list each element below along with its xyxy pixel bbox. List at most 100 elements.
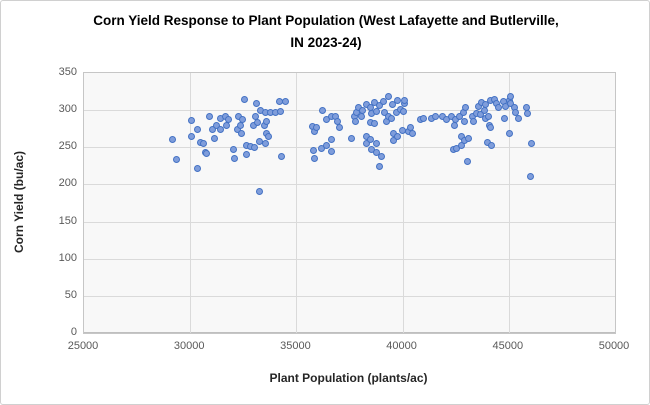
- data-point: [169, 135, 177, 143]
- data-point: [241, 96, 249, 104]
- data-point: [399, 108, 407, 116]
- data-point: [367, 136, 375, 144]
- y-tick-label: 0: [70, 326, 77, 338]
- data-point: [379, 97, 387, 105]
- data-point: [362, 132, 370, 140]
- data-point: [507, 93, 515, 101]
- data-point: [465, 134, 473, 142]
- data-point: [236, 121, 244, 129]
- x-tick-label: 50000: [598, 340, 630, 352]
- data-point: [487, 124, 495, 132]
- data-point: [409, 130, 417, 138]
- data-point: [389, 129, 397, 137]
- y-tick-label: 100: [58, 251, 77, 264]
- data-point: [193, 164, 201, 172]
- data-point: [451, 122, 459, 130]
- data-point: [319, 106, 327, 114]
- data-point: [527, 172, 535, 180]
- y-tick-label: 250: [58, 140, 77, 153]
- x-tick-label: 45000: [492, 340, 524, 352]
- data-point: [323, 142, 331, 150]
- x-tick-label: 35000: [280, 340, 311, 352]
- data-point: [371, 120, 379, 127]
- data-point: [514, 114, 522, 122]
- x-axis-title: Plant Population (plants/ac): [269, 371, 428, 385]
- data-point: [187, 132, 195, 140]
- data-point: [462, 104, 470, 112]
- data-point: [506, 130, 514, 138]
- data-point: [328, 135, 336, 143]
- data-point: [238, 130, 246, 138]
- data-point: [389, 101, 397, 109]
- x-tick-label: 30000: [173, 340, 205, 352]
- data-point: [310, 154, 318, 162]
- y-tick-label: 300: [58, 103, 77, 116]
- data-point: [200, 140, 208, 148]
- data-point: [225, 116, 233, 124]
- gridline: [508, 73, 510, 333]
- y-tick-label: 200: [58, 177, 77, 190]
- data-point: [469, 117, 477, 125]
- data-point: [388, 114, 396, 122]
- data-point: [250, 143, 258, 151]
- data-point: [252, 99, 260, 107]
- data-point: [373, 148, 381, 156]
- data-point: [460, 117, 468, 125]
- data-point: [393, 133, 401, 141]
- data-point: [193, 125, 201, 133]
- data-point: [335, 123, 343, 131]
- data-point: [239, 115, 247, 123]
- data-point: [209, 125, 217, 133]
- data-point: [327, 147, 335, 155]
- data-point: [313, 123, 321, 131]
- data-point: [362, 140, 370, 148]
- data-point: [348, 134, 356, 142]
- data-point: [243, 151, 251, 159]
- data-point: [254, 119, 262, 127]
- chart-title: Corn Yield Response to Plant Population …: [93, 13, 559, 50]
- gridline: [84, 184, 615, 186]
- plot-area: [83, 72, 616, 334]
- data-point: [384, 92, 392, 100]
- data-point: [375, 102, 383, 110]
- data-point: [419, 114, 427, 122]
- data-point: [375, 163, 383, 171]
- x-tick-label: 40000: [386, 340, 417, 352]
- data-point: [310, 146, 318, 154]
- data-point: [278, 153, 286, 161]
- data-point: [372, 140, 380, 148]
- data-point: [484, 112, 492, 120]
- data-point: [265, 133, 273, 141]
- y-tick-label: 350: [58, 66, 77, 78]
- gridline: [84, 221, 615, 223]
- data-point: [464, 157, 472, 165]
- gridline: [296, 73, 298, 333]
- data-point: [281, 97, 289, 105]
- data-point: [482, 101, 490, 109]
- data-point: [188, 117, 196, 125]
- data-point: [500, 114, 508, 122]
- gridline: [84, 295, 615, 297]
- data-point: [230, 154, 238, 162]
- gridline: [84, 147, 615, 149]
- data-point: [206, 112, 214, 120]
- data-point: [263, 117, 271, 125]
- data-point: [222, 122, 230, 130]
- gridline: [84, 110, 615, 112]
- gridline: [84, 258, 615, 260]
- data-point: [507, 99, 515, 107]
- gridline: [190, 73, 192, 333]
- data-point: [277, 108, 285, 116]
- data-point: [488, 142, 496, 150]
- data-point: [352, 117, 360, 125]
- gridline: [402, 73, 404, 333]
- data-point: [261, 140, 269, 148]
- data-point: [203, 149, 211, 157]
- data-point: [393, 96, 401, 104]
- y-axis-title: Corn Yield (bu/ac): [12, 151, 26, 254]
- y-tick-label: 150: [58, 214, 77, 227]
- data-point: [251, 112, 259, 120]
- data-point: [432, 112, 440, 120]
- data-point: [210, 134, 218, 142]
